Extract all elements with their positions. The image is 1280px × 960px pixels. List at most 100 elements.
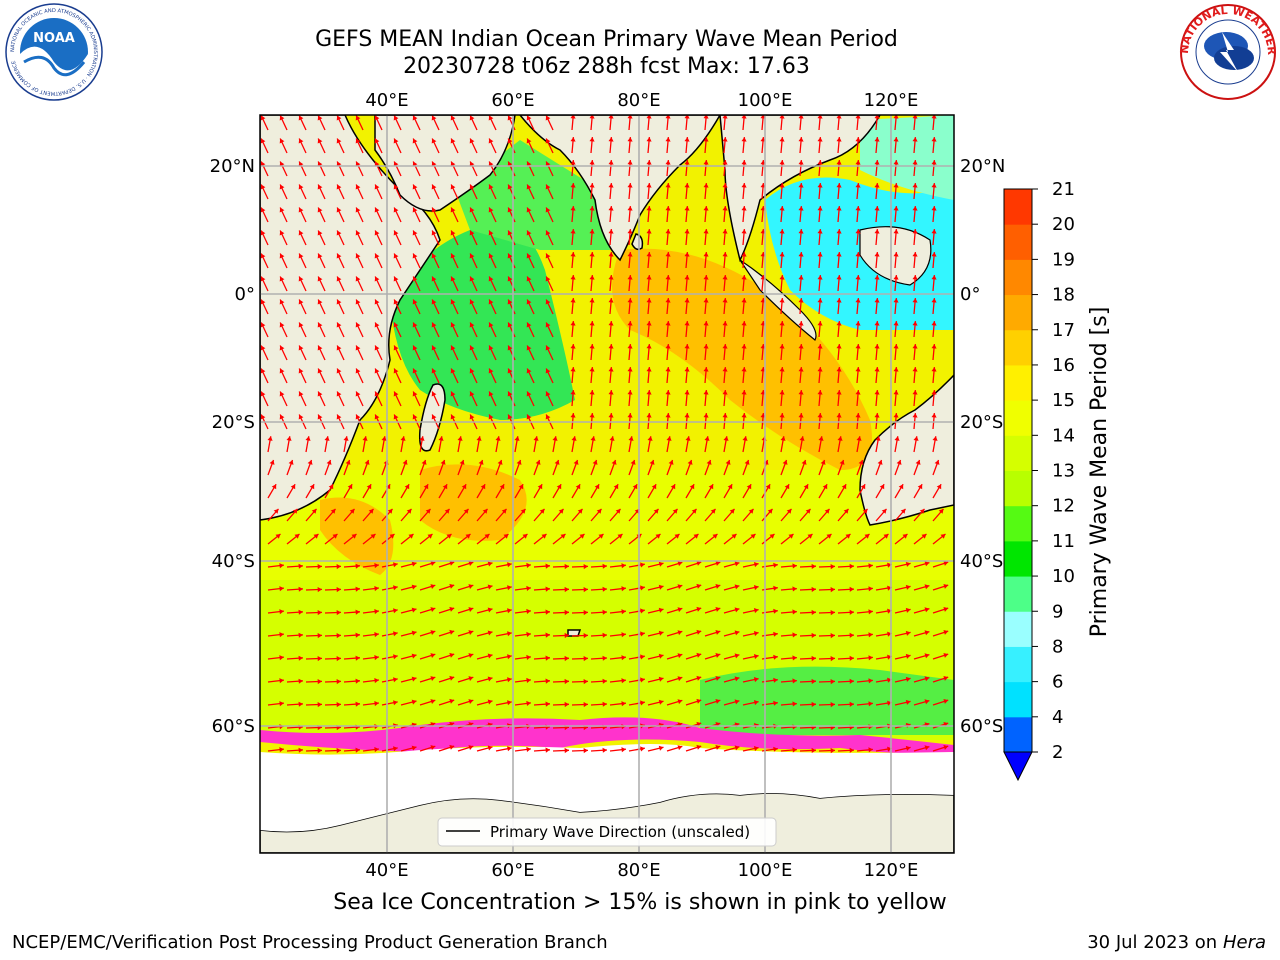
wave-arrow-head <box>592 460 598 465</box>
wave-arrow-shaft <box>545 322 554 338</box>
wave-arrow-shaft <box>590 390 594 407</box>
wave-arrow-head <box>798 298 804 303</box>
wave-arrow-shaft <box>343 611 361 614</box>
wave-arrow-shaft <box>590 508 602 522</box>
wave-arrow-head <box>468 607 474 612</box>
wave-arrow-shaft <box>875 344 879 361</box>
wave-arrow-head <box>931 206 937 211</box>
wave-arrow-head <box>545 322 551 328</box>
wave-arrow-shaft <box>514 483 524 499</box>
wave-arrow-shaft <box>761 702 778 706</box>
wave-arrow-head <box>260 161 266 167</box>
wave-arrow-head <box>817 183 823 188</box>
wave-arrow-shaft <box>571 749 589 752</box>
wave-arrow-head <box>336 633 341 639</box>
wave-arrow-head <box>722 413 728 418</box>
wave-arrow-shaft <box>685 160 689 177</box>
wave-arrow-head <box>487 722 493 728</box>
wave-arrow-shaft <box>552 657 570 660</box>
wave-arrow-head <box>317 414 323 420</box>
wave-arrow-head <box>279 184 285 190</box>
wave-arrow-head <box>507 746 512 752</box>
wave-arrow-head <box>845 534 851 539</box>
wave-arrow-head <box>836 115 842 119</box>
wave-arrow-shaft <box>381 678 398 683</box>
wave-arrow-head <box>370 534 376 539</box>
wave-arrow-head <box>608 137 614 142</box>
wave-arrow-head <box>570 137 576 142</box>
wave-arrow-shaft <box>571 344 575 361</box>
map-subtitle: 20230728 t06z 288h fcst Max: 17.63 <box>403 54 810 79</box>
wave-arrow-shaft <box>438 584 455 591</box>
wave-arrow-shaft <box>837 483 847 499</box>
wave-arrow-shaft <box>571 160 575 177</box>
wave-arrow-shaft <box>628 252 632 269</box>
wave-arrow-shaft <box>913 206 917 223</box>
wave-arrow-shaft <box>469 161 478 177</box>
wave-arrow-head <box>404 484 410 490</box>
wave-arrow-head <box>665 344 671 349</box>
wave-arrow-head <box>608 183 614 188</box>
wave-arrow-head <box>570 183 576 188</box>
wave-arrow-shaft <box>780 413 784 430</box>
wave-arrow-head <box>279 701 284 707</box>
wave-arrow-shaft <box>305 634 323 637</box>
wave-arrow-shaft <box>628 586 645 591</box>
wave-arrow-shaft <box>856 748 873 752</box>
wave-arrow-shaft <box>894 436 899 453</box>
wave-arrow-shaft <box>666 160 670 177</box>
wave-arrow-head <box>621 563 626 569</box>
wave-arrow-shaft <box>324 749 342 752</box>
wave-arrow-shaft <box>381 563 398 568</box>
wave-arrow-shaft <box>298 322 307 338</box>
wave-arrow-shaft <box>647 508 659 522</box>
wave-arrow-shaft <box>298 391 307 407</box>
wave-arrow-shaft <box>704 413 708 430</box>
wave-arrow-head <box>488 161 494 167</box>
wave-arrow-head <box>393 207 399 213</box>
wave-arrow-shaft <box>799 483 809 499</box>
wave-arrow-shaft <box>571 137 575 154</box>
wave-arrow-head <box>564 724 569 731</box>
wave-arrow-shaft <box>507 161 516 177</box>
wave-arrow-head <box>924 584 930 590</box>
wave-arrow-shaft <box>647 562 664 568</box>
wave-arrow-shaft <box>438 630 455 637</box>
wave-arrow-shaft <box>723 585 740 591</box>
wave-arrow-head <box>868 655 873 661</box>
wave-arrow-head <box>830 587 835 593</box>
wave-arrow-shaft <box>856 610 873 614</box>
wave-arrow-shaft <box>305 749 323 752</box>
wave-arrow-head <box>763 460 769 465</box>
wave-arrow-head <box>431 138 437 144</box>
colorbar-tick-label: 13 <box>1052 461 1075 482</box>
wave-arrow-shaft <box>267 436 272 453</box>
wave-arrow-head <box>412 138 418 144</box>
wave-arrow-shaft <box>374 345 383 361</box>
wave-arrow-shaft <box>343 703 361 706</box>
wave-arrow-shaft <box>545 276 554 292</box>
wave-arrow-head <box>355 230 361 236</box>
wave-arrow-shaft <box>317 299 326 315</box>
wave-arrow-shaft <box>514 564 531 568</box>
colorbar-tick-label: 8 <box>1052 636 1063 657</box>
wave-arrow-shaft <box>704 745 721 752</box>
wave-arrow-head <box>537 484 543 490</box>
wave-arrow-shaft <box>495 678 512 683</box>
wave-arrow-shaft <box>799 634 817 637</box>
wave-arrow-shaft <box>571 321 575 338</box>
wave-arrow-shaft <box>647 413 651 430</box>
wave-arrow-head <box>374 368 380 374</box>
wave-arrow-shaft <box>666 699 683 706</box>
wave-arrow-head <box>488 276 494 282</box>
wave-arrow-head <box>355 655 360 661</box>
wave-arrow-shaft <box>279 276 288 292</box>
wave-arrow-shaft <box>799 390 803 407</box>
wave-arrow-shaft <box>393 391 402 407</box>
sea-ice-strip <box>260 717 954 754</box>
wave-arrow-head <box>260 276 266 282</box>
wave-arrow-head <box>539 508 545 514</box>
wave-arrow-shaft <box>431 345 440 361</box>
wave-arrow-shaft <box>647 367 651 384</box>
wave-arrow-shaft <box>590 321 594 338</box>
